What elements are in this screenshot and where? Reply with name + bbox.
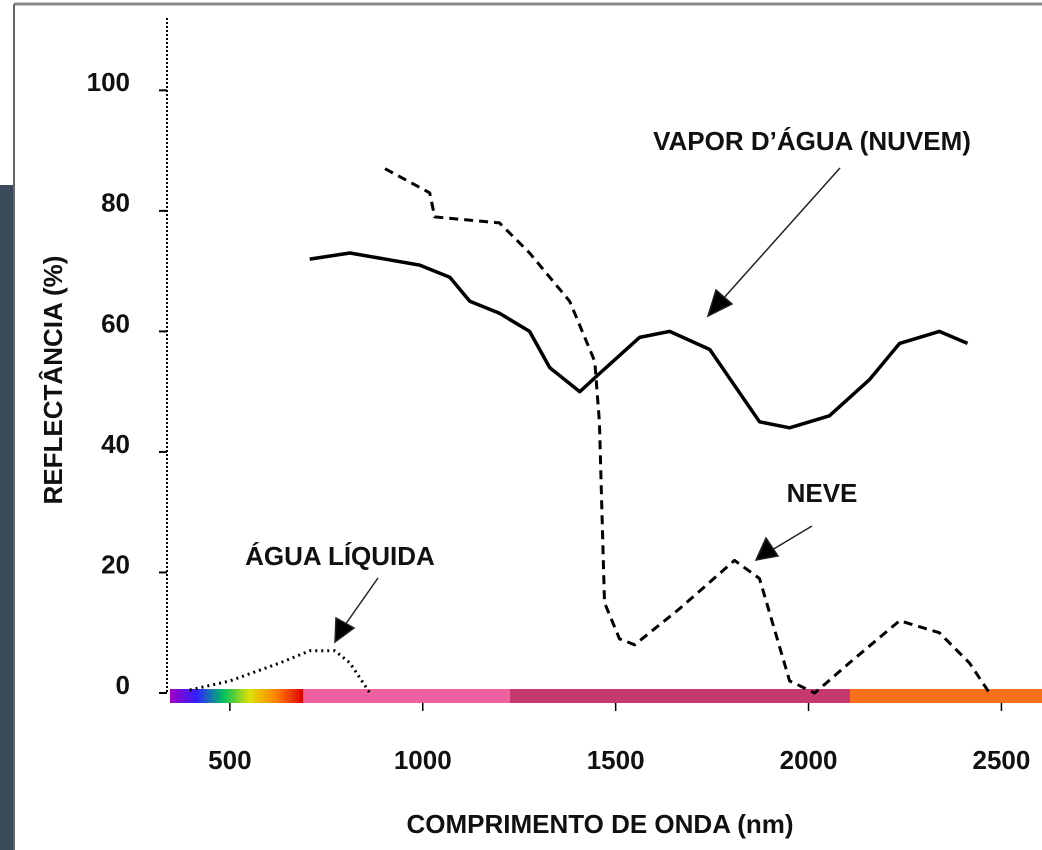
x-tick-label: 2500 [973,745,1031,775]
y-axis-label: REFLECTÂNCIA (%) [38,256,68,505]
annotation-arrows [334,167,841,644]
y-tick-label: 40 [101,429,130,459]
line-series [384,167,991,695]
line-series [309,251,969,430]
spectrum-bar [170,689,1042,703]
series-label: VAPOR D’ÁGUA (NUVEM) [653,126,971,156]
arrow-line [721,167,841,301]
y-tick-label: 80 [101,188,130,218]
arrow-head [706,288,734,318]
y-tick-label: 60 [101,308,130,338]
line-series [189,649,372,694]
arrow-line [771,525,813,551]
left-strip [0,185,14,850]
x-tick-label: 1000 [394,745,452,775]
nir-band [303,689,510,703]
arrow-line [344,577,379,626]
x-tick-label: 2000 [780,745,838,775]
x-tick-label: 1500 [587,745,645,775]
x-tick-label: 500 [208,745,251,775]
x-axis-label: COMPRIMENTO DE ONDA (nm) [406,809,793,839]
swir1-band [510,689,850,703]
series-label: ÁGUA LÍQUIDA [245,541,435,571]
series-label: NEVE [787,478,858,508]
arrow-head [754,536,780,561]
visible-band [170,689,303,703]
arrow-head [334,616,356,644]
y-tick-label: 100 [87,67,130,97]
y-tick-label: 0 [116,670,130,700]
y-tick-label: 20 [101,549,130,579]
swir2-band [850,689,1042,703]
